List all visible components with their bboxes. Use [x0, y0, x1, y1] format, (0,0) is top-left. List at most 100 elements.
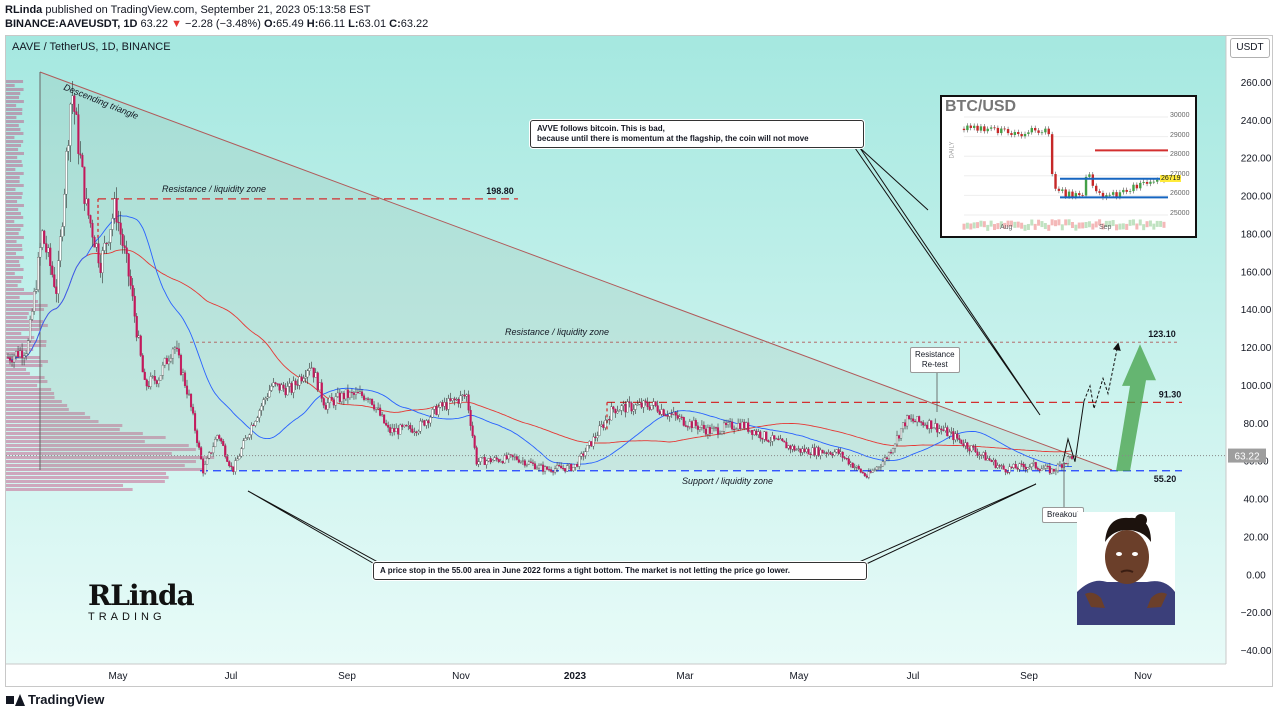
candle-up — [586, 445, 589, 452]
volume-profile-bar — [6, 164, 23, 167]
volume-profile-bar — [6, 348, 34, 351]
candle-down — [686, 426, 689, 428]
inset-candle-down — [1125, 189, 1128, 192]
candle-down — [590, 441, 593, 447]
candle-up — [304, 376, 307, 379]
candle-down — [284, 388, 287, 396]
candle-down — [200, 447, 203, 460]
inset-volume-bar — [1131, 219, 1135, 226]
candle-up — [260, 405, 263, 411]
candle-up — [101, 250, 104, 273]
volume-profile-bar — [6, 160, 22, 163]
volume-profile-bar — [6, 424, 123, 427]
candle-down — [373, 404, 376, 410]
candle-up — [596, 435, 599, 439]
candle-down — [851, 462, 854, 468]
candle-down — [781, 438, 784, 442]
inset-volume-bar — [1128, 219, 1132, 226]
candle-up — [107, 242, 110, 244]
y-tick-label: 200.00 — [1241, 192, 1272, 203]
candle-up — [181, 372, 185, 375]
candle-up — [1026, 467, 1029, 470]
candle-down — [602, 424, 605, 428]
candle-down — [825, 452, 828, 454]
candle-up — [159, 375, 162, 381]
inset-candle-down — [962, 128, 966, 131]
candle-down — [141, 355, 144, 373]
inset-candle-up — [1030, 127, 1033, 133]
candle-up — [39, 247, 42, 258]
candle-down — [841, 451, 844, 458]
volume-profile-bar — [6, 344, 47, 347]
candle-up — [827, 452, 830, 454]
volume-profile-bar — [6, 180, 20, 183]
volume-profile-bar — [6, 428, 120, 431]
candle-down — [837, 449, 840, 454]
candle-down — [803, 448, 806, 452]
candle-down — [322, 398, 325, 406]
candle-down — [885, 457, 889, 460]
inset-volume-bar — [1067, 219, 1071, 226]
candle-up — [634, 404, 637, 410]
candle-up — [527, 461, 530, 465]
volume-profile-bar — [6, 112, 23, 115]
level-label-resistance_123: 123.10 — [1148, 329, 1176, 339]
y-tick-label: 120.00 — [1241, 343, 1272, 354]
candle-up — [113, 198, 116, 219]
inset-candle-down — [1095, 185, 1098, 192]
candle-down — [97, 243, 100, 264]
candle-up — [568, 464, 571, 466]
candle-up — [932, 427, 935, 429]
candle-down — [183, 372, 187, 387]
candle-down — [552, 471, 555, 473]
candle-up — [753, 430, 756, 435]
inset-volume-bar — [1026, 223, 1030, 230]
candle-up — [757, 431, 760, 435]
candle-down — [1016, 468, 1019, 470]
breakout-tag: Breakout — [1042, 507, 1085, 523]
candle-down — [863, 472, 866, 477]
candle-up — [698, 427, 701, 430]
candle-up — [268, 390, 271, 398]
candle-down — [366, 398, 370, 400]
volume-profile-bar — [6, 144, 22, 147]
candle-down — [847, 458, 850, 465]
x-tick-label: Mar — [676, 671, 694, 682]
candle-down — [220, 438, 223, 442]
candle-down — [843, 457, 846, 459]
candle-up — [240, 448, 243, 457]
candle-up — [395, 428, 398, 432]
volume-profile-bar — [6, 116, 17, 119]
candle-down — [807, 448, 810, 455]
candle-down — [21, 350, 24, 358]
inset-candle-down — [1047, 128, 1050, 135]
price-axis[interactable]: 260.00 240.00 220.00 200.00 180.00 160.00 140.… — [6, 36, 1272, 664]
time-axis[interactable]: May Jul Sep Nov 2023 Mar May Jul Sep Nov — [6, 663, 1226, 682]
volume-profile-bar — [6, 240, 17, 243]
tradingview-footer[interactable]: TradingView — [6, 692, 104, 707]
logo-text: RLinda — [88, 579, 195, 612]
inset-volume-bar — [1020, 222, 1024, 229]
candle-up — [895, 435, 899, 445]
candle-down — [17, 351, 20, 357]
candle-up — [592, 436, 595, 447]
inset-volume-bar — [965, 222, 969, 229]
candle-up — [779, 438, 782, 441]
candle-down — [457, 399, 460, 404]
candle-down — [155, 380, 158, 384]
inset-y-tick: 26000 — [1170, 190, 1190, 198]
candle-down — [389, 427, 392, 433]
inset-candle-up — [1118, 192, 1122, 198]
candle-down — [185, 385, 189, 395]
close-value: 63.22 — [400, 18, 429, 30]
inset-candle-up — [1074, 193, 1078, 197]
candle-down — [821, 449, 824, 454]
candle-down — [51, 265, 54, 275]
inset-volume-bar — [1077, 222, 1081, 229]
candle-up — [574, 464, 577, 468]
inset-candle-down — [996, 127, 1000, 134]
currency-button[interactable]: USDT — [1230, 38, 1270, 58]
candle-down — [405, 424, 408, 427]
candle-up — [763, 431, 766, 440]
chart-frame[interactable] — [5, 35, 1273, 687]
